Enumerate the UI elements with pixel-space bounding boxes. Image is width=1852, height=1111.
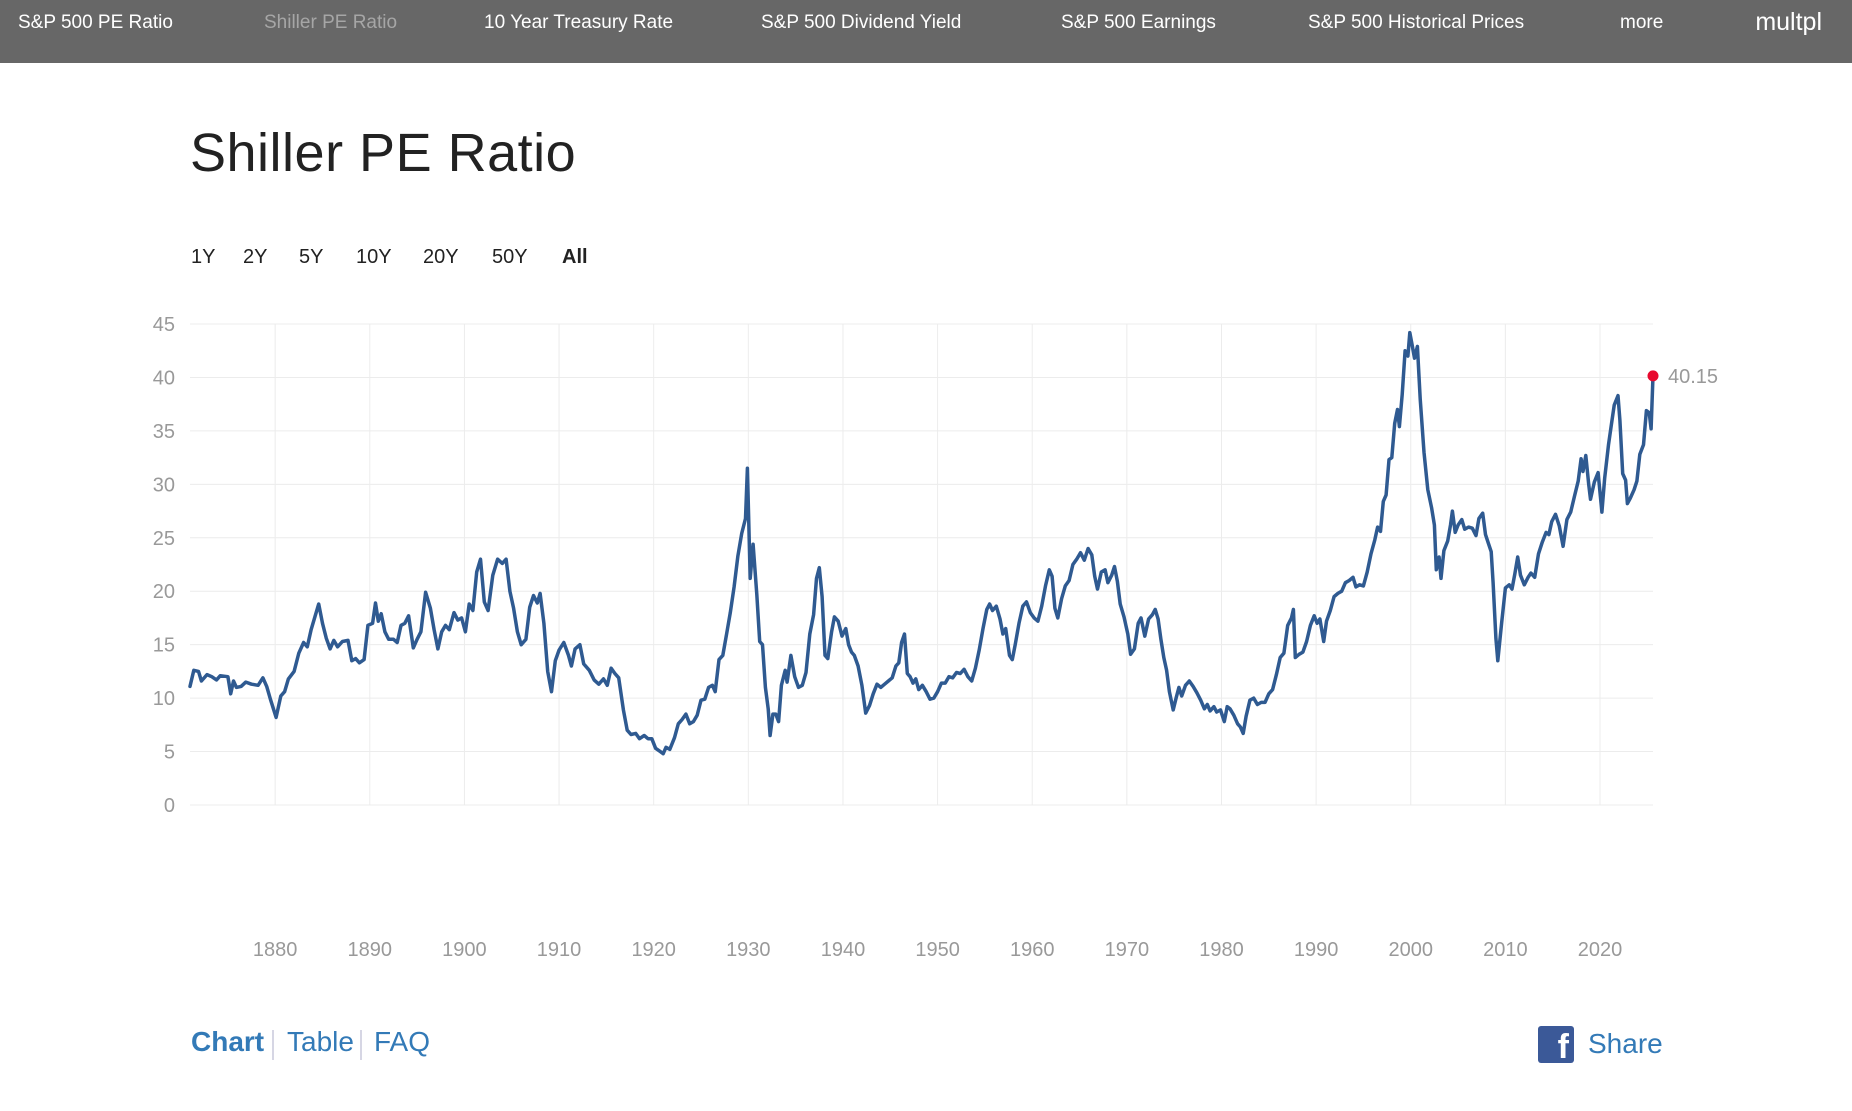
x-tick-label: 1920	[631, 939, 676, 961]
y-tick-label: 35	[153, 421, 175, 443]
x-tick-label: 1990	[1294, 939, 1339, 961]
y-tick-label: 25	[153, 528, 175, 550]
nav-sp500-earnings[interactable]: S&P 500 Earnings	[1061, 12, 1216, 33]
link-separator	[360, 1030, 362, 1060]
x-tick-label: 1880	[253, 939, 298, 961]
y-gridlines	[190, 323, 1653, 806]
range-tab-10y[interactable]: 10Y	[356, 246, 392, 268]
x-tick-label: 2010	[1483, 939, 1528, 961]
range-tab-20y[interactable]: 20Y	[423, 246, 459, 268]
x-tick-label: 1930	[726, 939, 771, 961]
nav-shiller-pe-ratio[interactable]: Shiller PE Ratio	[264, 12, 398, 33]
range-tab-5y[interactable]: 5Y	[299, 246, 324, 268]
series-line-shiller-pe	[188, 330, 1655, 756]
nav-more[interactable]: more	[1620, 12, 1664, 33]
x-tick-label: 1900	[442, 939, 487, 961]
x-tick-label: 1980	[1199, 939, 1244, 961]
y-tick-label: 0	[164, 795, 175, 817]
y-tick-label: 30	[153, 474, 175, 496]
table-link[interactable]: Table	[287, 1026, 354, 1057]
faq-link[interactable]: FAQ	[374, 1026, 431, 1057]
nav-sp500-dividend-yield[interactable]: S&P 500 Dividend Yield	[761, 12, 962, 33]
x-axis-labels: 1880 1890 1900 1910 1920 1930 1940 1950 1960 1970…	[253, 939, 1622, 961]
share-label: Share	[1588, 1028, 1663, 1059]
last-value-point[interactable]	[1647, 370, 1659, 382]
range-tab-50y[interactable]: 50Y	[492, 246, 528, 268]
chart-link[interactable]: Chart	[191, 1026, 265, 1057]
facebook-icon: f	[1538, 1025, 1574, 1066]
link-separator	[272, 1030, 274, 1060]
nav-10-year-treasury-rate[interactable]: 10 Year Treasury Rate	[484, 12, 674, 33]
y-tick-label: 15	[153, 635, 175, 657]
brand-logo[interactable]: multpl	[1755, 8, 1822, 36]
facebook-share-button[interactable]: f Share	[1538, 1025, 1663, 1066]
range-tab-2y[interactable]: 2Y	[243, 246, 268, 268]
x-tick-label: 1950	[915, 939, 960, 961]
y-tick-label: 45	[153, 314, 175, 336]
nav-sp500-pe-ratio[interactable]: S&P 500 PE Ratio	[18, 12, 173, 33]
last-value-label: 40.15	[1668, 366, 1718, 388]
x-tick-label: 1910	[537, 939, 582, 961]
nav-sp500-historical-prices[interactable]: S&P 500 Historical Prices	[1308, 12, 1525, 33]
x-tick-label: 2020	[1578, 939, 1623, 961]
range-tab-all[interactable]: All	[562, 246, 588, 268]
top-navigation: S&P 500 PE Ratio Shiller PE Ratio 10 Yea…	[0, 0, 1852, 63]
y-tick-label: 40	[153, 367, 175, 389]
range-tab-1y[interactable]: 1Y	[191, 246, 216, 268]
y-axis-labels: 0 5 10 15 20 25 30 35 40 45	[153, 314, 175, 817]
x-tick-label: 1890	[348, 939, 393, 961]
page-title: Shiller PE Ratio	[190, 123, 577, 183]
y-tick-label: 20	[153, 581, 175, 603]
x-tick-label: 1970	[1105, 939, 1150, 961]
x-tick-label: 1940	[821, 939, 866, 961]
x-tick-label: 1960	[1010, 939, 1055, 961]
y-tick-label: 5	[164, 742, 175, 764]
x-tick-label: 2000	[1388, 939, 1433, 961]
y-tick-label: 10	[153, 688, 175, 710]
